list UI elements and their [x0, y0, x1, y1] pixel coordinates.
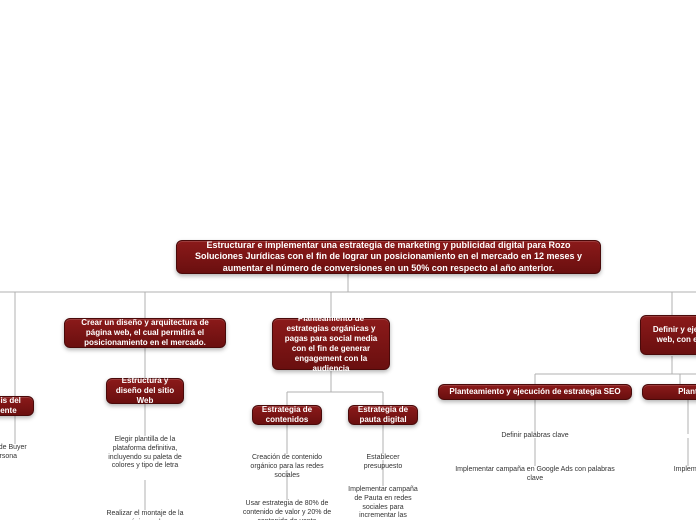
branch3-l3b-clipped[interactable]: Planteami [642, 384, 696, 400]
branch3-leaf-a1: Definir palabras clave [470, 432, 600, 441]
branch2-l2[interactable]: Planteamiento de estrategias orgánicas y… [272, 318, 390, 370]
branch1-leaf1: Elegir plantilla de la plataforma defini… [108, 436, 182, 471]
clipped-left-leaf1: rrollo de Buyer Persona [0, 444, 34, 462]
branch2-leaf-b2: Implementar campaña de Pauta en redes so… [348, 486, 418, 520]
branch3-l3a[interactable]: Planteamiento y ejecución de estrategia … [438, 384, 632, 400]
branch2-leaf-a1: Creación de contenido orgánico para las … [245, 454, 329, 480]
branch2-leaf-a2: Usar estrategia de 80% de contenido de v… [241, 500, 333, 520]
branch1-leaf2: Realizar el montaje de la página web [106, 510, 184, 520]
root-node[interactable]: Estructurar e implementar una estrategia… [176, 240, 601, 274]
branch1-l2[interactable]: Crear un diseño y arquitectura de página… [64, 318, 226, 348]
branch2-leaf-b1: Establecer presupuesto [348, 454, 418, 472]
branch3-leaf-a2: Implementar campaña en Google Ads con pa… [452, 466, 618, 484]
branch2-l3a[interactable]: Estrategia de contenidos [252, 405, 322, 425]
branch3-leaf-b2-clipped: Implementa [662, 466, 696, 475]
clipped-left-l3[interactable]: álisis del cliente [0, 396, 34, 416]
branch2-l3b[interactable]: Estrategia de pauta digital [348, 405, 418, 425]
branch1-l3[interactable]: Estructura y diseño del sitio Web [106, 378, 184, 404]
branch3-leaf-b1-clipped: D [686, 432, 696, 441]
branch3-l2-clipped[interactable]: Definir y eje y publicidad web, con el e… [640, 315, 696, 355]
mindmap-canvas: Estructurar e implementar una estrategia… [0, 0, 696, 520]
